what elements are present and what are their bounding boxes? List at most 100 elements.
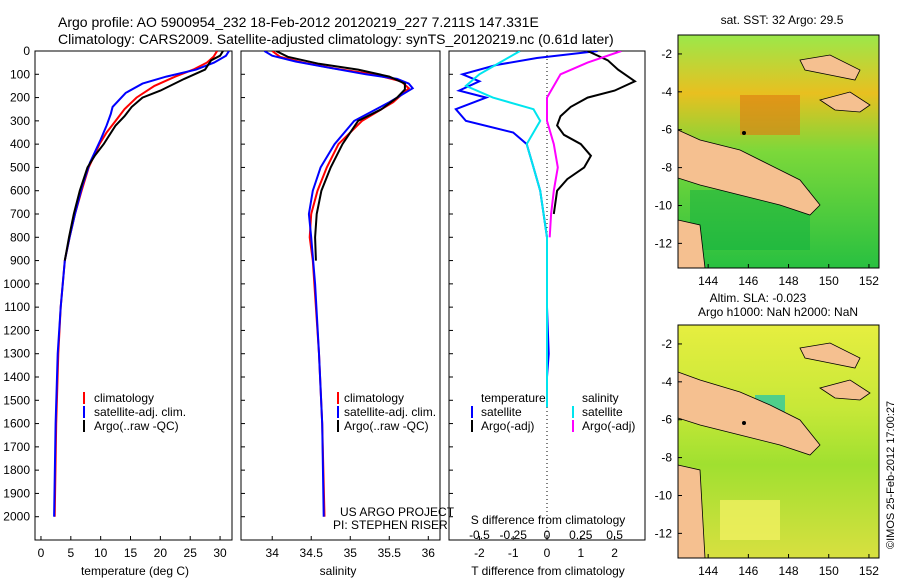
sst-land-new-guinea <box>677 129 821 216</box>
sla-map-subtitle: Argo h1000: NaN h2000: NaN <box>698 305 858 319</box>
legend-label-t-argo: Argo(-adj) <box>481 419 534 433</box>
depth-tick-label: 600 <box>10 184 30 198</box>
sst-map: sat. SST: 32 Argo: 29.5 144 146 148 150 152 -… <box>655 13 880 288</box>
difference-bottom-tick-label: 1 <box>577 546 584 560</box>
sla-map: Altim. SLA: -0.023 Argo h1000: NaN h2000… <box>655 291 880 578</box>
series-argo-raw-qc <box>275 51 406 261</box>
series-argo-raw-qc <box>63 51 224 261</box>
sla-land-new-britain <box>799 342 861 369</box>
sst-argo-location <box>742 131 746 135</box>
map-lat-tick-label: -6 <box>661 413 672 427</box>
temperature-xtick-label: 15 <box>124 546 138 560</box>
salinity-legend: climatology satellite-adj. clim. Argo(..… <box>337 391 436 433</box>
pi-annotation: PI: STEPHEN RISER <box>333 518 448 532</box>
temperature-lines <box>53 51 230 517</box>
salinity-lines <box>263 51 415 517</box>
difference-bottom-ticks: -2 -1 0 1 2 <box>474 536 618 560</box>
salinity-left-ticks <box>241 50 245 518</box>
salinity-xlabel: salinity <box>320 564 357 578</box>
sla-argo-location <box>742 421 746 425</box>
legend-label-argo: Argo(..raw -QC) <box>344 419 429 433</box>
sst-map-ticks: 144 146 148 150 152 -2 -4 -6 -8 -10 -12 <box>655 47 880 288</box>
map-lat-tick-label: -2 <box>661 47 672 61</box>
salinity-xtick-label: 34 <box>266 546 280 560</box>
map-lat-tick-label: -6 <box>661 123 672 137</box>
depth-tick-label: 1600 <box>3 417 30 431</box>
map-lon-tick-label: 146 <box>738 274 758 288</box>
legend-label-climatology: climatology <box>344 391 404 405</box>
sst-map-title: sat. SST: 32 Argo: 29.5 <box>721 13 844 27</box>
temperature-xtick-label: 0 <box>38 546 45 560</box>
map-lon-tick-label: 152 <box>859 564 879 578</box>
depth-tick-label: 1200 <box>3 323 30 337</box>
depth-tick-label: 1300 <box>3 347 30 361</box>
series-climatology <box>53 51 218 517</box>
map-lat-tick-label: -10 <box>655 488 673 502</box>
temperature-legend: climatology satellite-adj. clim. Argo(..… <box>83 391 186 433</box>
legend-label-satellite: satellite-adj. clim. <box>94 405 186 419</box>
depth-tick-label: 1000 <box>3 277 30 291</box>
depth-tick-labels: 0 100 200 300 400 500 600 700 800 900 1000 1100 1200… <box>3 44 39 524</box>
imos-credit: ©IMOS 25-Feb-2012 17:00:27 <box>885 401 897 549</box>
salinity-xtick-label: 35 <box>344 546 358 560</box>
sla-high-patch <box>720 500 780 540</box>
depth-tick-label: 0 <box>23 44 30 58</box>
sla-land-new-ireland <box>819 379 871 401</box>
depth-tick-label: 400 <box>10 137 30 151</box>
series-satellite-adj-clim <box>53 51 230 517</box>
project-annotation: US ARGO PROJECT <box>340 505 455 519</box>
difference-panel: S difference from climatology -0.5 -0.25 0… <box>448 50 646 578</box>
legend-label-s-satellite: satellite <box>582 405 623 419</box>
legend-title-temperature: temperature <box>481 391 546 405</box>
difference-left-ticks <box>449 50 453 518</box>
map-lat-tick-label: -12 <box>655 526 673 540</box>
difference-legend: temperature salinity satellite Argo(-adj… <box>471 391 635 433</box>
map-lat-tick-label: -12 <box>655 236 673 250</box>
difference-bottom-tick-label: 0 <box>544 546 551 560</box>
series-satellite-adj-clim <box>263 51 415 517</box>
depth-tick-label: 800 <box>10 230 30 244</box>
depth-tick-label: 1500 <box>3 393 30 407</box>
map-lat-tick-label: -4 <box>661 375 672 389</box>
salinity-xtick-label: 34.5 <box>300 546 324 560</box>
map-lat-tick-label: -8 <box>661 161 672 175</box>
depth-tick-label: 300 <box>10 114 30 128</box>
depth-tick-label: 1100 <box>4 300 30 314</box>
header-line2: Climatology: CARS2009. Satellite-adjuste… <box>58 31 614 47</box>
t-difference-label: T difference from climatology <box>471 564 625 578</box>
salinity-xtick-label: 35.5 <box>378 546 402 560</box>
difference-top-tick-label: 0.25 <box>569 528 593 542</box>
difference-bottom-tick-label: -1 <box>508 546 519 560</box>
difference-lines <box>454 51 637 408</box>
sla-map-frame <box>677 324 880 559</box>
series-salinity-argo-adj <box>546 51 622 238</box>
sst-land-new-ireland <box>819 91 871 113</box>
map-lon-tick-label: 150 <box>819 564 839 578</box>
map-lon-tick-label: 144 <box>698 564 718 578</box>
map-lat-tick-label: -2 <box>661 337 672 351</box>
legend-title-salinity: salinity <box>582 391 619 405</box>
map-lat-tick-label: -8 <box>661 451 672 465</box>
sst-warm-patch <box>740 95 800 135</box>
temperature-xtick-label: 25 <box>184 546 198 560</box>
series-temperature-argo-adj <box>552 51 637 215</box>
depth-tick-label: 2000 <box>3 510 30 524</box>
map-lat-tick-label: -4 <box>661 85 672 99</box>
salinity-xtick-label: 36 <box>422 546 436 560</box>
salinity-axes-box <box>240 50 441 541</box>
map-lon-tick-label: 150 <box>819 274 839 288</box>
temperature-xtick-label: 10 <box>94 546 108 560</box>
legend-label-climatology: climatology <box>94 391 154 405</box>
temperature-xlabel: temperature (deg C) <box>81 564 189 578</box>
depth-tick-label: 1800 <box>3 463 30 477</box>
salinity-xticks: 34 34.5 35 35.5 36 <box>266 536 436 560</box>
s-difference-label: S difference from climatology <box>471 513 626 527</box>
sst-map-frame <box>677 34 880 269</box>
temperature-xtick-label: 5 <box>67 546 74 560</box>
temperature-axes-box <box>34 50 233 541</box>
depth-tick-label: 100 <box>10 67 30 81</box>
depth-tick-label: 500 <box>10 160 30 174</box>
series-climatology <box>271 51 411 517</box>
sla-map-title: Altim. SLA: -0.023 <box>710 291 807 305</box>
depth-tick-label: 200 <box>10 91 30 105</box>
